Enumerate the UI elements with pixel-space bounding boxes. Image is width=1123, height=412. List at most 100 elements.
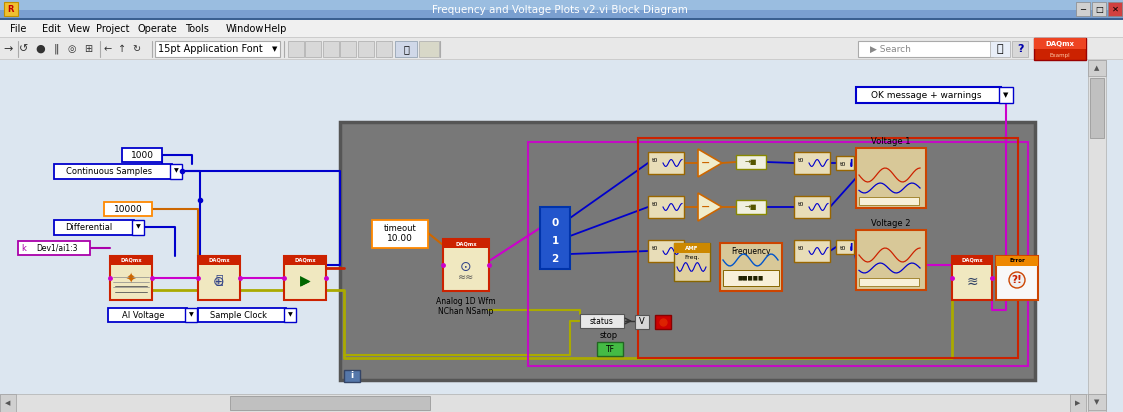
Bar <box>442 239 489 291</box>
Text: ↻: ↻ <box>131 44 140 54</box>
Bar <box>836 240 853 254</box>
Text: →■: →■ <box>745 159 757 165</box>
Bar <box>1088 60 1106 76</box>
Bar <box>1088 394 1106 410</box>
Polygon shape <box>699 193 722 221</box>
Bar <box>230 396 430 410</box>
Bar <box>996 256 1038 300</box>
Text: Voltage 2: Voltage 2 <box>871 219 911 228</box>
Text: TF: TF <box>605 344 614 353</box>
Bar <box>794 152 830 174</box>
Bar <box>1092 2 1106 16</box>
Text: 15pt Application Font: 15pt Application Font <box>158 44 263 54</box>
Text: Voltage 1: Voltage 1 <box>871 137 911 146</box>
Bar <box>859 278 919 286</box>
Bar <box>0 60 1087 394</box>
Text: ▼: ▼ <box>136 225 140 229</box>
Text: ■■■■■: ■■■■■ <box>738 276 764 281</box>
Bar <box>344 370 360 382</box>
Bar <box>999 87 1013 103</box>
Bar <box>287 41 304 57</box>
Bar <box>674 243 710 281</box>
Bar <box>198 308 286 322</box>
Text: Dev1/ai1:3: Dev1/ai1:3 <box>36 243 77 253</box>
Bar <box>1070 394 1086 412</box>
Text: DAQmx: DAQmx <box>1046 41 1075 47</box>
Text: i: i <box>350 372 354 381</box>
Text: Exampl: Exampl <box>1050 52 1070 58</box>
Bar <box>376 41 392 57</box>
Bar <box>648 152 684 174</box>
Text: 1000: 1000 <box>130 150 154 159</box>
Text: ⊞: ⊞ <box>84 44 92 54</box>
Bar <box>528 142 1028 366</box>
Text: t0: t0 <box>840 162 847 166</box>
Bar <box>284 256 326 300</box>
Text: ⊙: ⊙ <box>460 260 472 274</box>
Text: File: File <box>10 24 26 34</box>
Text: Project: Project <box>95 24 129 34</box>
Bar <box>990 41 1010 57</box>
Text: status: status <box>590 316 614 325</box>
Text: stop: stop <box>600 330 618 339</box>
Text: t0: t0 <box>797 201 804 206</box>
Text: ≋: ≋ <box>966 275 978 289</box>
Circle shape <box>1008 272 1025 288</box>
Bar <box>723 270 779 286</box>
Bar <box>0 0 1123 10</box>
Bar <box>0 394 1088 412</box>
Text: ▲: ▲ <box>1094 65 1099 71</box>
Bar <box>0 18 1123 20</box>
Bar <box>540 207 570 269</box>
Bar <box>284 308 296 322</box>
Bar <box>1012 41 1028 57</box>
Bar <box>305 41 321 57</box>
Bar <box>858 41 993 57</box>
Bar <box>638 138 1019 358</box>
Bar <box>110 256 152 265</box>
Bar <box>198 256 240 265</box>
Bar <box>597 342 623 356</box>
Text: ▼: ▼ <box>1003 92 1008 98</box>
Text: ▶ Search: ▶ Search <box>870 44 911 54</box>
Bar <box>655 315 672 329</box>
Bar <box>648 240 684 262</box>
Text: t0: t0 <box>651 246 658 250</box>
Bar <box>0 394 16 412</box>
Bar <box>996 256 1038 266</box>
Text: AI Voltage: AI Voltage <box>121 311 164 319</box>
Text: ↺: ↺ <box>19 44 29 54</box>
Text: Differential: Differential <box>65 222 112 232</box>
Text: →■: →■ <box>745 204 757 210</box>
Bar <box>442 239 489 248</box>
Bar <box>4 2 18 16</box>
Bar <box>170 164 182 179</box>
Bar <box>0 37 1123 38</box>
Bar <box>340 122 1035 380</box>
Text: DAQmx: DAQmx <box>208 258 230 263</box>
Text: ─: ─ <box>1080 5 1086 14</box>
Text: ▶: ▶ <box>1076 400 1080 406</box>
Bar <box>358 41 374 57</box>
Bar <box>0 38 1123 60</box>
Text: −: − <box>701 202 711 212</box>
Text: Operate: Operate <box>138 24 177 34</box>
Text: 10000: 10000 <box>113 204 143 213</box>
Bar <box>340 41 356 57</box>
Text: ●: ● <box>35 44 45 54</box>
Text: ⏱: ⏱ <box>216 274 222 286</box>
Bar <box>1034 38 1086 49</box>
Bar <box>395 41 417 57</box>
Text: ▼: ▼ <box>1094 399 1099 405</box>
Text: Sample Clock: Sample Clock <box>210 311 266 319</box>
Text: ◀: ◀ <box>6 400 11 406</box>
Bar <box>110 256 152 300</box>
Bar <box>18 241 90 255</box>
Bar <box>952 256 992 265</box>
Text: Tools: Tools <box>185 24 209 34</box>
Text: Continuous Samples: Continuous Samples <box>66 166 152 176</box>
Text: timeout: timeout <box>384 223 417 232</box>
Text: ‖: ‖ <box>53 44 58 54</box>
Text: Frequency: Frequency <box>731 248 770 257</box>
Bar <box>284 256 326 265</box>
